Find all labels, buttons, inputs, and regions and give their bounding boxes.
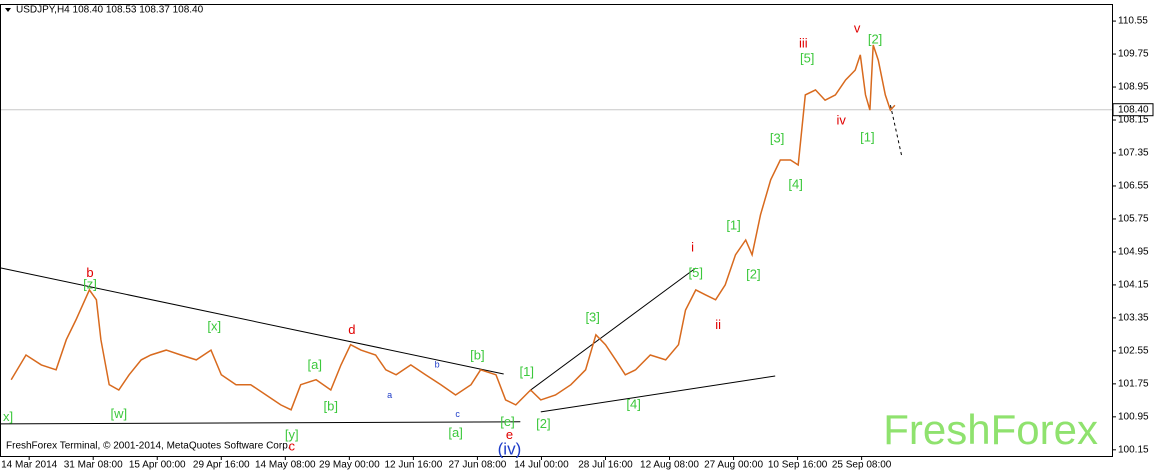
y-tick-label: 106.55 — [1118, 181, 1149, 192]
wave-label: b — [435, 359, 440, 369]
y-tick-label: 107.35 — [1118, 148, 1149, 159]
wave-label: [z] — [83, 276, 97, 291]
y-tick-label: 103.35 — [1118, 313, 1149, 324]
trendline — [889, 105, 903, 158]
wave-label: a — [387, 390, 392, 400]
trendline — [0, 421, 521, 425]
x-tick-label: 27 Aug 00:00 — [704, 460, 763, 471]
x-tick-label: 27 Jun 08:00 — [449, 460, 507, 471]
current-price-label: 108.40 — [1118, 104, 1149, 115]
symbol-menu-arrow[interactable] — [5, 8, 11, 12]
y-tick-label: 102.55 — [1118, 346, 1149, 357]
wave-label: [a] — [308, 357, 322, 372]
y-tick-label: 101.75 — [1118, 378, 1149, 389]
y-tick-label: 108.15 — [1118, 115, 1149, 126]
wave-label: [b] — [324, 398, 338, 413]
wave-label: [b] — [470, 347, 484, 362]
wave-label: iii — [799, 36, 808, 51]
current-price-box — [1112, 103, 1154, 117]
x-tick-label: 25 Sep 08:00 — [832, 460, 892, 471]
x-tick-label: 29 May 00:00 — [319, 460, 380, 471]
wave-label: ii — [715, 317, 721, 332]
wave-label: [a] — [448, 425, 462, 440]
y-tick-label: 104.95 — [1118, 247, 1149, 258]
y-tick-label: 109.75 — [1118, 49, 1149, 60]
y-tick-label: 100.95 — [1118, 411, 1149, 422]
wave-label: [1] — [860, 130, 874, 145]
price-line — [10, 44, 896, 411]
chart-header: USDJPY,H4 108.40 108.53 108.37 108.40 — [16, 5, 204, 16]
wave-label: [3] — [585, 309, 599, 324]
x-tick-label: 10 Sep 16:00 — [768, 460, 828, 471]
y-tick-label: 104.15 — [1118, 280, 1149, 291]
wave-label: i — [691, 239, 694, 254]
wave-label: e — [506, 427, 513, 442]
wave-label: [e] — [500, 414, 514, 429]
wave-label: c — [455, 409, 460, 419]
footer: FreshForex Terminal, © 2001-2014, MetaQu… — [6, 441, 291, 452]
x-tick-label: 12 Jun 16:00 — [384, 460, 442, 471]
wave-label: [w] — [111, 406, 128, 421]
wave-label: (iv) — [498, 439, 522, 458]
trendline — [0, 267, 504, 375]
x-tick-label: 28 Jul 16:00 — [578, 460, 633, 471]
wave-label: b — [86, 265, 93, 280]
wave-label: [2] — [536, 416, 550, 431]
x-tick-label: 14 Mar 2014 — [1, 460, 58, 471]
wave-label: v — [854, 20, 861, 35]
wave-label: [2] — [746, 266, 760, 281]
wave-label: d — [348, 322, 355, 337]
wave-label: iv — [836, 112, 846, 127]
y-tick-label: 108.95 — [1118, 82, 1149, 93]
y-tick-label: 105.75 — [1118, 214, 1149, 225]
trendline — [530, 267, 697, 391]
wave-label: x] — [3, 409, 13, 424]
wave-label: [y] — [285, 427, 299, 442]
x-tick-label: 31 Mar 08:00 — [64, 460, 123, 471]
wave-label: [4] — [626, 396, 640, 411]
wave-label: [2] — [868, 31, 882, 46]
x-tick-label: 14 May 08:00 — [255, 460, 316, 471]
wave-label: [x] — [207, 318, 221, 333]
wave-label: [5] — [689, 265, 703, 280]
plot-frame — [0, 4, 1113, 457]
y-tick-label: 110.55 — [1118, 16, 1148, 27]
wave-label: [4] — [788, 177, 802, 192]
wave-label: c — [288, 438, 295, 453]
x-tick-label: 15 Apr 00:00 — [129, 460, 186, 471]
wave-label: [3] — [770, 130, 784, 145]
wave-label: [1] — [519, 364, 533, 379]
x-tick-label: 29 Apr 16:00 — [193, 460, 250, 471]
y-tick-label: 100.15 — [1118, 444, 1149, 455]
x-tick-label: 14 Jul 00:00 — [514, 460, 569, 471]
watermark: FreshForex — [883, 406, 1098, 453]
trendline — [540, 375, 776, 413]
wave-label: [1] — [726, 217, 740, 232]
x-tick-label: 12 Aug 08:00 — [640, 460, 699, 471]
wave-label: [5] — [800, 50, 814, 65]
